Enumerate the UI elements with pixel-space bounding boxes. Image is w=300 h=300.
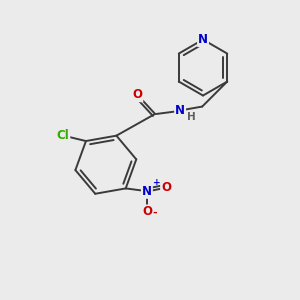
Text: O: O — [142, 206, 152, 218]
Text: +: + — [153, 178, 160, 188]
Text: Cl: Cl — [57, 129, 69, 142]
Text: O: O — [132, 88, 142, 101]
Text: -: - — [153, 208, 158, 218]
Text: N: N — [198, 33, 208, 46]
Text: N: N — [175, 104, 185, 118]
Text: N: N — [142, 185, 152, 198]
Text: O: O — [161, 181, 171, 194]
Text: H: H — [187, 112, 196, 122]
